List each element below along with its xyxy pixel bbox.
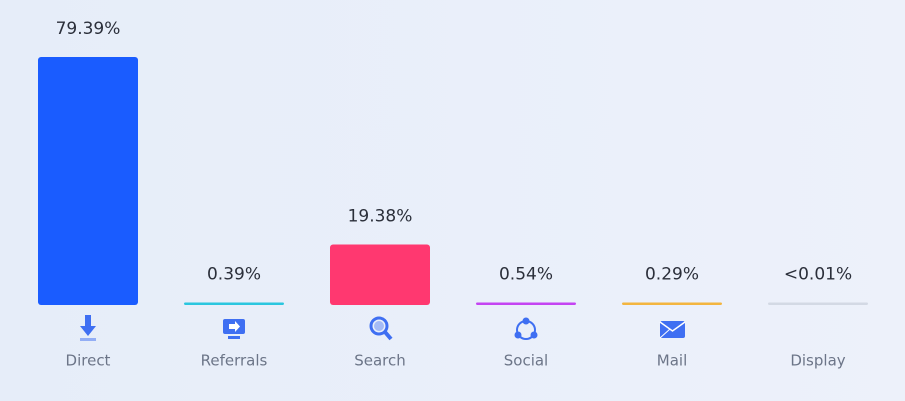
value-label: <0.01% — [784, 265, 852, 285]
bar — [330, 244, 430, 305]
value-label: 79.39% — [56, 19, 121, 39]
search-icon — [369, 316, 393, 341]
category-label: Social — [504, 352, 548, 370]
bar — [768, 302, 868, 305]
category-label: Search — [354, 352, 406, 370]
direct-icon — [80, 315, 96, 341]
mail-icon — [659, 321, 686, 339]
category-label: Direct — [66, 352, 111, 370]
icons — [80, 315, 686, 341]
category-label: Referrals — [201, 352, 268, 370]
value-label: 0.39% — [207, 265, 261, 285]
value-label: 19.38% — [348, 206, 413, 226]
category-label: Mail — [657, 352, 687, 370]
bar — [38, 57, 138, 305]
bar — [622, 302, 722, 305]
value-label: 0.54% — [499, 265, 553, 285]
bar — [184, 302, 284, 305]
bar — [476, 302, 576, 305]
referrals-icon — [223, 319, 245, 339]
category-label: Display — [790, 352, 845, 370]
social-icon — [514, 317, 538, 340]
value-label: 0.29% — [645, 265, 699, 285]
